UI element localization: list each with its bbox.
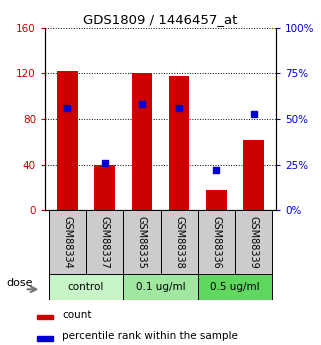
Bar xyxy=(198,274,272,300)
Point xyxy=(102,160,107,166)
Bar xyxy=(198,210,235,274)
Point xyxy=(65,105,70,111)
Point xyxy=(214,167,219,173)
Text: dose: dose xyxy=(7,278,33,288)
Text: 0.5 ug/ml: 0.5 ug/ml xyxy=(210,282,260,292)
Bar xyxy=(169,76,189,210)
Text: GSM88336: GSM88336 xyxy=(212,216,221,268)
Bar xyxy=(94,165,115,210)
Bar xyxy=(123,274,198,300)
Point xyxy=(177,105,182,111)
Point xyxy=(251,111,256,116)
Bar xyxy=(160,210,198,274)
Point xyxy=(139,102,144,107)
Bar xyxy=(57,71,78,210)
Text: GSM88334: GSM88334 xyxy=(62,216,72,268)
Bar xyxy=(49,210,86,274)
Bar xyxy=(243,140,264,210)
Text: GSM88335: GSM88335 xyxy=(137,216,147,268)
Bar xyxy=(206,190,227,210)
Bar xyxy=(132,73,152,210)
Text: GSM88338: GSM88338 xyxy=(174,216,184,268)
Text: control: control xyxy=(68,282,104,292)
Bar xyxy=(37,315,53,319)
Bar xyxy=(49,274,123,300)
Text: percentile rank within the sample: percentile rank within the sample xyxy=(62,331,238,341)
Bar xyxy=(37,336,53,341)
Text: GSM88339: GSM88339 xyxy=(249,216,259,268)
Text: 0.1 ug/ml: 0.1 ug/ml xyxy=(136,282,185,292)
Bar xyxy=(123,210,160,274)
Bar xyxy=(86,210,123,274)
Text: GSM88337: GSM88337 xyxy=(100,216,109,268)
Bar xyxy=(235,210,272,274)
Text: count: count xyxy=(62,310,92,320)
Title: GDS1809 / 1446457_at: GDS1809 / 1446457_at xyxy=(83,13,238,27)
